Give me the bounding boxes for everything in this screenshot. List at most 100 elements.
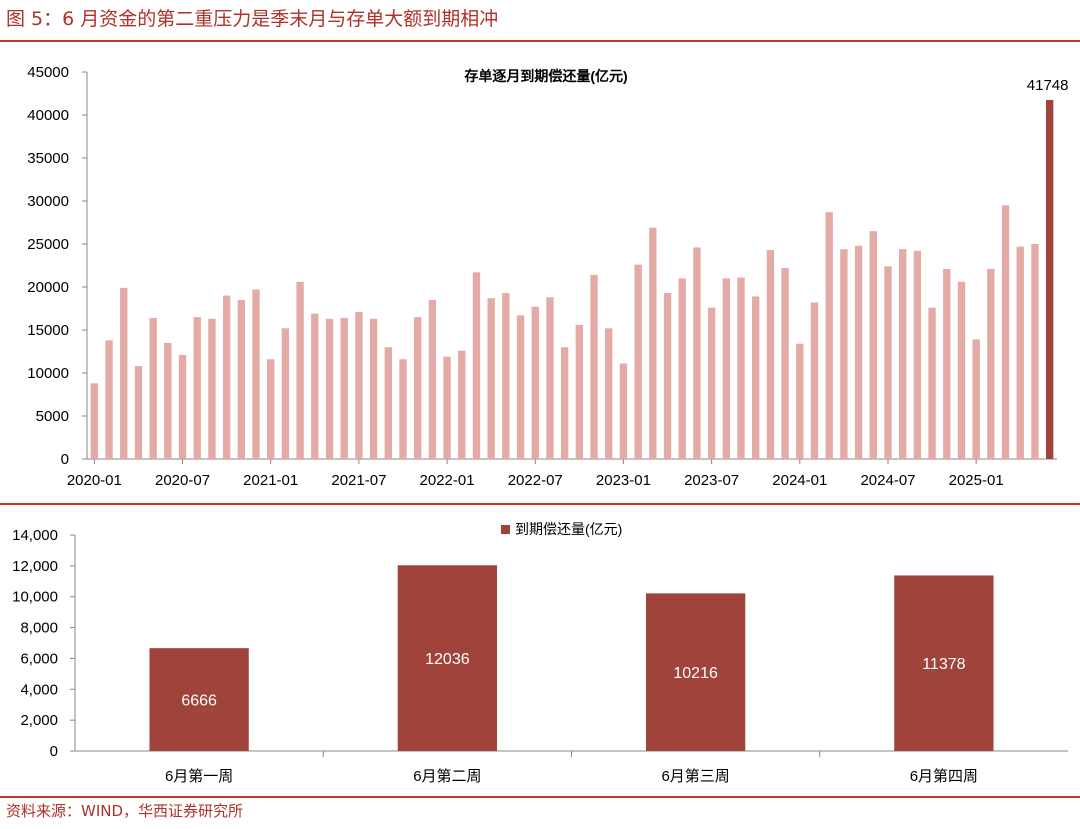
x-tick-label: 2022-01: [420, 472, 475, 489]
chart1-title: 存单逐月到期偿还量(亿元): [464, 68, 627, 84]
bar-2020-07: [178, 354, 187, 459]
bar-2025-04: [1016, 246, 1024, 459]
y-tick-label: 14,000: [12, 527, 58, 544]
bar-2021-09: [384, 347, 392, 459]
bar-2021-03: [296, 281, 304, 459]
bar-2021-02: [281, 328, 290, 459]
bar-2022-04: [487, 298, 495, 459]
bar-2023-08: [722, 278, 730, 459]
bar-value-label: 6666: [181, 693, 217, 710]
y-tick-label: 40000: [27, 107, 69, 124]
y-tick-label: 4,000: [20, 681, 58, 698]
bar-2020-04: [134, 366, 143, 459]
bar-2023-06: [693, 247, 701, 459]
y-tick-label: 30000: [27, 193, 69, 210]
source-divider: [0, 796, 1080, 798]
x-tick-label: 2020-07: [155, 472, 210, 489]
x-tick-label: 2024-07: [860, 472, 915, 489]
bar-2020-11: [237, 299, 245, 459]
bar-2024-08: [899, 249, 907, 459]
bar-2024-01: [796, 343, 804, 459]
bar-value-label: 10216: [673, 665, 718, 682]
bar-2024-09: [913, 250, 922, 459]
x-tick-label: 2021-07: [331, 472, 386, 489]
bar-2023-10: [752, 296, 760, 459]
bar-2022-08: [546, 297, 554, 459]
bar-2020-03: [120, 287, 128, 459]
bar-2025-05: [1031, 244, 1039, 459]
bar-2020-02: [105, 340, 113, 459]
y-tick-label: 35000: [27, 150, 69, 167]
x-tick-label: 2023-01: [596, 472, 651, 489]
x-tick-label: 2020-01: [67, 472, 122, 489]
x-category-label: 6月第二周: [413, 767, 481, 785]
x-tick-label: 2023-07: [684, 472, 739, 489]
y-tick-label: 2,000: [20, 712, 58, 729]
bar-2023-07: [707, 307, 716, 459]
bar-2024-11: [943, 268, 951, 459]
bar-2024-07: [884, 266, 892, 459]
x-tick-label: 2025-01: [949, 472, 1004, 489]
bar-2020-10: [222, 295, 231, 459]
y-tick-label: 5000: [36, 408, 69, 425]
y-tick-label: 8,000: [20, 620, 58, 637]
bar-2021-07: [355, 311, 363, 459]
bar-2021-04: [311, 313, 319, 459]
bar-2022-06: [516, 315, 525, 459]
chart2-legend: 到期偿还量(亿元): [515, 521, 622, 537]
bar-2024-05: [854, 245, 863, 459]
bar-2024-03: [825, 212, 833, 459]
y-tick-label: 25000: [27, 236, 69, 253]
bar-2020-01: [90, 383, 99, 459]
bar-2021-05: [325, 318, 334, 459]
bar-2024-06: [869, 231, 877, 459]
y-tick-label: 6,000: [20, 650, 58, 667]
bar-6月第一周: [149, 648, 249, 751]
bar-2022-09: [560, 347, 569, 459]
bar-2021-06: [340, 317, 348, 459]
bar-6月第四周: [894, 575, 994, 751]
bar-2023-11: [766, 250, 775, 459]
bar-2023-09: [737, 277, 745, 459]
bar-2020-09: [208, 318, 216, 459]
bar-value-label: 11378: [922, 656, 965, 673]
bar-2023-04: [663, 293, 672, 459]
x-category-label: 6月第一周: [165, 767, 233, 785]
x-tick-label: 2024-01: [772, 472, 827, 489]
y-tick-label: 12,000: [12, 558, 58, 575]
bar-2020-06: [164, 342, 172, 459]
y-tick-label: 15000: [27, 322, 69, 339]
x-tick-label: 2021-01: [243, 472, 298, 489]
bar-2020-12: [252, 289, 260, 459]
bar-2023-02: [634, 264, 642, 459]
bar-2024-12: [957, 281, 966, 459]
bar-2020-05: [149, 317, 157, 459]
title-divider: [0, 40, 1080, 42]
bar-2021-01: [267, 359, 275, 459]
monthly-maturity-chart: 存单逐月到期偿还量(亿元) 0 5000 10000 15000 20000 25000 3…: [27, 64, 1069, 489]
bar-2022-05: [502, 293, 510, 459]
bar-2021-12: [428, 299, 437, 459]
bar-2023-03: [649, 227, 657, 459]
bar-2022-11: [590, 274, 598, 459]
bar-2023-12: [781, 268, 789, 459]
bar-2021-10: [399, 359, 407, 459]
bar-6月第三周: [645, 593, 746, 751]
bar-2024-02: [810, 302, 819, 459]
y-tick-label: 0: [61, 451, 69, 468]
legend-swatch: [501, 525, 510, 534]
y-tick-label: 20000: [27, 279, 69, 296]
peak-value-label: 41748: [1027, 77, 1069, 94]
bar-2023-01: [619, 363, 628, 459]
chart-divider: [0, 503, 1080, 505]
weekly-maturity-chart: 到期偿还量(亿元) 0 2,000 4,000 6,000 8,000 10,000 12,…: [12, 521, 1068, 785]
bar-2022-10: [575, 324, 584, 459]
y-tick-label: 10000: [27, 365, 69, 382]
figure-title: 图 5：6 月资金的第二重压力是季末月与存单大额到期相冲: [6, 8, 499, 30]
y-tick-label: 10,000: [12, 589, 58, 606]
bar-2025-01: [972, 339, 980, 459]
bar-2025-02: [987, 268, 995, 459]
bar-2022-07: [531, 306, 539, 459]
x-category-label: 6月第四周: [910, 767, 978, 785]
bar-2025-03: [1001, 205, 1010, 459]
